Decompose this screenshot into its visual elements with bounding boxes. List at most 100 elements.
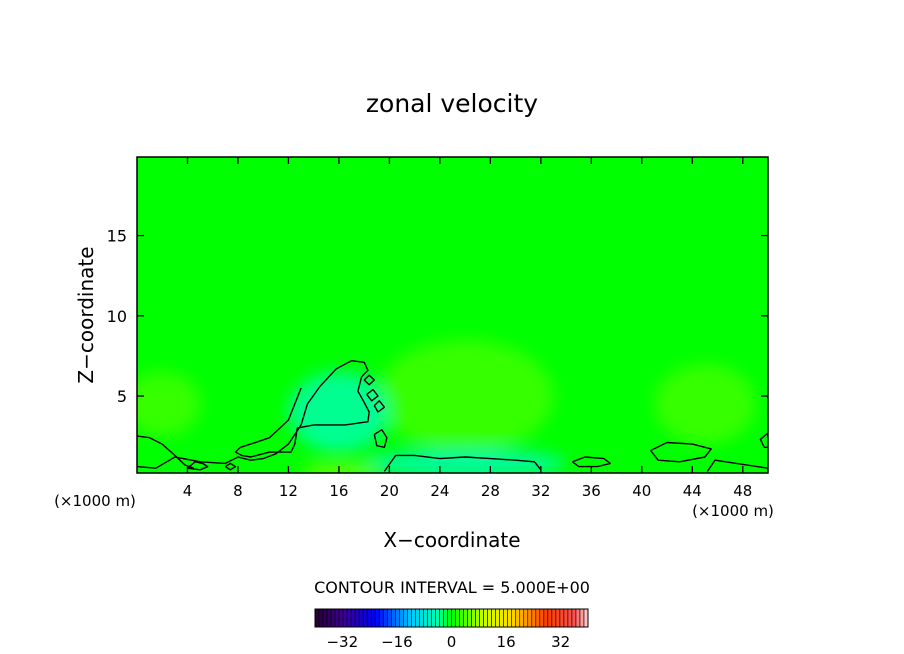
x-tick-label: 4	[183, 482, 193, 500]
colorbar-cell	[358, 608, 364, 628]
colorbar-cell	[362, 608, 368, 628]
colorbar-cell	[511, 608, 517, 628]
colorbar-cell	[354, 608, 360, 628]
x-tick-label: 40	[632, 482, 651, 500]
x-axis-label: X−coordinate	[383, 528, 520, 552]
colorbar-cell	[515, 608, 521, 628]
colorbar-cell	[527, 608, 533, 628]
colorbar-cell	[535, 608, 541, 628]
colorbar-cell	[427, 608, 432, 628]
contour-interval: CONTOUR INTERVAL = 5.000E+00	[314, 578, 590, 597]
colorbar-cell	[491, 608, 496, 628]
colorbar-cell	[346, 608, 352, 628]
contour-loop-c	[363, 374, 375, 386]
colorbar-tick-labels: −32 −16 0 16 32	[326, 633, 570, 651]
colorbar-cell	[543, 608, 549, 628]
colorbar-cell	[555, 608, 561, 628]
contour-loop-h	[650, 441, 712, 463]
colorbar-cell	[575, 608, 581, 628]
colorbar-cell	[563, 608, 569, 628]
x-tick-label: 28	[481, 482, 500, 500]
colorbar-cell	[507, 608, 513, 628]
field-patch-left-weak-positive	[137, 371, 201, 437]
colorbar-cell	[467, 608, 472, 628]
chart-title: zonal velocity	[366, 89, 538, 118]
y-tick-label: 5	[117, 387, 127, 406]
colorbar-cell	[326, 608, 332, 628]
colorbar-tick-label: −16	[381, 633, 413, 651]
x-tick-label: 12	[279, 482, 298, 500]
colorbar-cell	[571, 608, 577, 628]
colorbar-cell	[479, 608, 484, 628]
contour-right	[706, 459, 768, 472]
colorbar-cell	[579, 608, 585, 628]
y-tick-label: 15	[107, 227, 127, 246]
velocity-field	[137, 157, 768, 473]
x-tick-label: 44	[683, 482, 702, 500]
colorbar-cell	[330, 608, 336, 628]
colorbar-cell	[378, 608, 384, 628]
contour-right-edge	[759, 432, 768, 448]
field-patch-right-weak-positive	[654, 363, 756, 445]
colorbar-cell	[495, 608, 500, 628]
colorbar-cell	[551, 608, 557, 628]
colorbar-cell	[423, 608, 428, 628]
y-axis-ticks: 5 10 15	[107, 227, 768, 406]
colorbar-cell	[342, 608, 348, 628]
colorbar-cell	[318, 608, 324, 628]
colorbar-cell	[539, 608, 545, 628]
x-tick-label: 8	[233, 482, 243, 500]
colorbar-cell	[459, 608, 464, 628]
colorbar-cell	[451, 608, 456, 628]
colorbar-cell	[419, 608, 424, 628]
x-tick-label: 20	[380, 482, 399, 500]
colorbar-cell	[439, 608, 444, 628]
x-axis-ticks: 4 8 12 16 20 24 28 32 36 40 44 48	[183, 157, 752, 500]
y-axis-label: Z−coordinate	[74, 246, 98, 383]
colorbar-cell	[334, 608, 340, 628]
colorbar-cell	[447, 608, 452, 628]
field-patch-bump-negative	[288, 371, 390, 453]
colorbar-tick-label: 32	[551, 633, 570, 651]
y-tick-label: 10	[107, 307, 127, 326]
x-tick-label: 24	[430, 482, 449, 500]
x-tick-label: 16	[329, 482, 348, 500]
contour-main	[137, 360, 370, 469]
colorbar-cell	[435, 608, 440, 628]
colorbar-cell	[394, 608, 400, 628]
contour-loop-f	[373, 429, 388, 448]
colorbar-cell	[559, 608, 565, 628]
colorbar-cell	[455, 608, 460, 628]
contour-loop-a	[187, 461, 209, 471]
contour-loop-d	[366, 388, 379, 402]
contour-surface	[383, 454, 542, 472]
x-tick-label: 36	[582, 482, 601, 500]
colorbar-cell	[411, 608, 416, 628]
colorbar-cell	[443, 608, 448, 628]
colorbar-cell	[475, 608, 480, 628]
colorbar-cell	[382, 608, 388, 628]
contour-loop-e	[373, 400, 386, 413]
colorbar-cell	[547, 608, 553, 628]
colorbar-frame	[314, 608, 589, 628]
colorbar-tick-label: 16	[497, 633, 516, 651]
colorbar-cell	[322, 608, 328, 628]
x-unit-right: (×1000 m)	[692, 502, 774, 520]
colorbar-cell	[390, 608, 396, 628]
colorbar-cell	[366, 608, 372, 628]
contour-lines	[137, 360, 768, 472]
colorbar-cell	[531, 608, 537, 628]
colorbar-cell	[471, 608, 476, 628]
colorbar-cell	[399, 608, 404, 628]
x-tick-label: 32	[531, 482, 550, 500]
contour-loop-b	[224, 462, 237, 471]
x-tick-label: 48	[733, 482, 752, 500]
colorbar-cell	[567, 608, 573, 628]
colorbar-cell	[370, 608, 376, 628]
colorbar-cell	[407, 608, 412, 628]
plot-frame	[136, 156, 769, 474]
colorbar	[314, 608, 589, 628]
x-unit-left: (×1000 m)	[54, 492, 136, 510]
colorbar-cell	[403, 608, 408, 628]
